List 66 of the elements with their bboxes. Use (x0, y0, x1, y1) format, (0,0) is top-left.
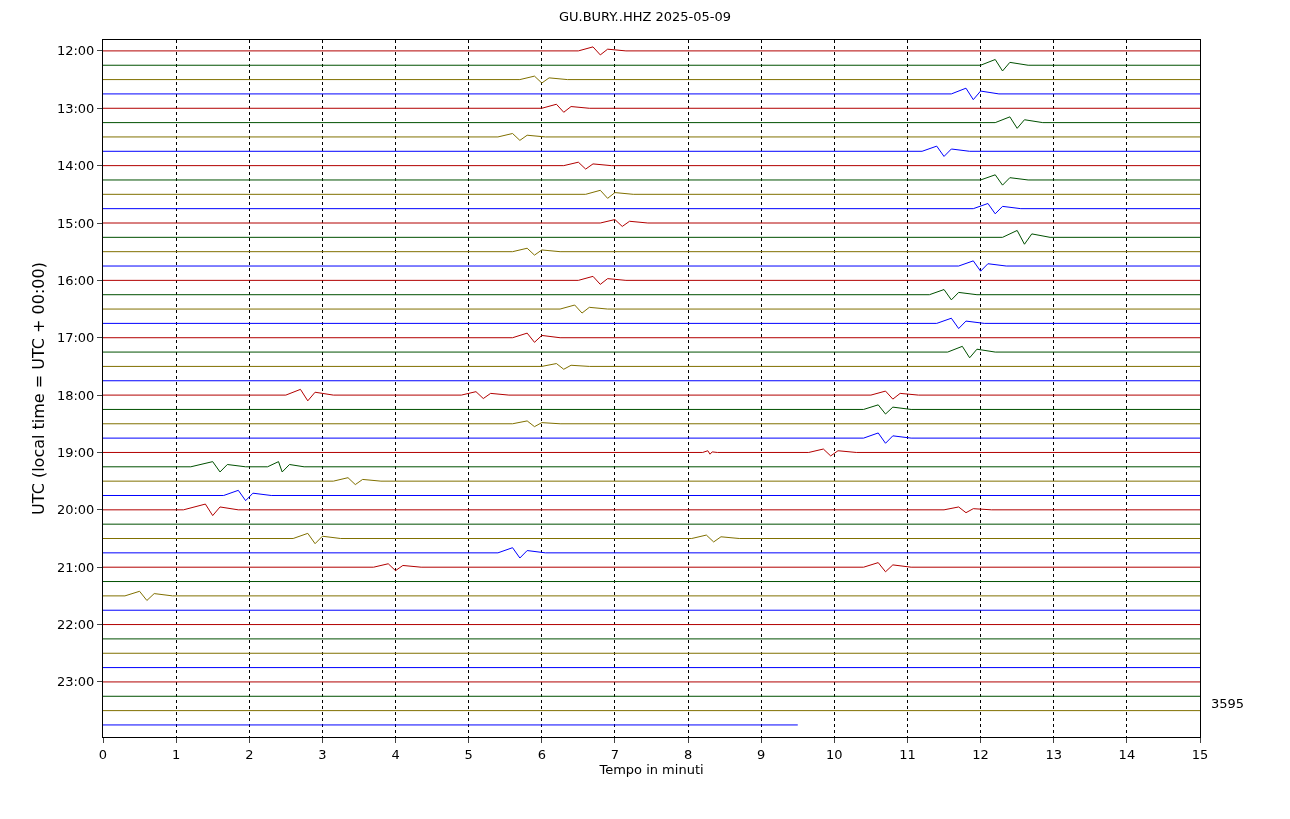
line-series (103, 202, 1200, 215)
line-series (103, 59, 1200, 72)
line-series (103, 503, 1200, 517)
y-tick-label: 14:00 (56, 158, 95, 174)
y-tick-label: 23:00 (56, 674, 95, 690)
x-tick-label: 14 (1118, 746, 1136, 762)
x-tick-label: 3 (318, 746, 327, 762)
line-series (103, 477, 1200, 486)
x-tick-label: 5 (464, 746, 473, 762)
line-series (103, 189, 1200, 199)
line-series (103, 247, 1200, 256)
x-tick-label: 7 (610, 746, 620, 762)
line-series (103, 590, 1200, 601)
line-series (103, 229, 1200, 245)
x-tick-label: 1 (171, 746, 181, 762)
line-series (103, 461, 1200, 473)
x-tick-label: 2 (245, 746, 254, 762)
line-series (103, 219, 1200, 227)
y-tick-label: 15:00 (56, 215, 95, 231)
line-series (103, 87, 1200, 101)
y-tick-label: 22:00 (56, 617, 95, 633)
line-series (103, 317, 1200, 330)
line-series (103, 532, 1200, 545)
x-tick-label: 12 (972, 746, 989, 762)
line-series (103, 275, 1200, 285)
line-series (103, 562, 1200, 573)
line-series (103, 260, 1200, 272)
text: 3595 (1211, 696, 1245, 711)
line-series (103, 161, 1200, 170)
x-tick-label: 15 (1191, 746, 1209, 762)
line-series (103, 174, 1200, 186)
line-series (103, 547, 1200, 559)
x-tick-label: 11 (899, 746, 916, 762)
line-series (103, 388, 1200, 402)
line-series (103, 448, 1200, 457)
y-tick-label: 20:00 (56, 502, 95, 518)
x-tick-label: 9 (757, 746, 766, 762)
line-series (103, 289, 1200, 301)
y-tick-label: 13:00 (56, 100, 95, 116)
y-tick-label: 19:00 (56, 445, 95, 461)
y-tick-label: 12:00 (56, 43, 95, 59)
line-series (103, 145, 1200, 157)
x-tick-label: 4 (391, 746, 400, 762)
line-series (103, 75, 1200, 84)
x-tick-label: 0 (98, 746, 108, 762)
line-series (103, 404, 1200, 415)
x-tick-label: 13 (1045, 746, 1062, 762)
x-tick-label: 6 (537, 746, 546, 762)
x-axis-title: Tempo in minuti (598, 762, 704, 778)
line-series (103, 332, 1200, 343)
y-tick-label: 16:00 (56, 272, 95, 288)
y-axis-title: UTC (local time = UTC + 00:00) (28, 262, 48, 515)
line-series (103, 46, 1200, 56)
y-tick-label: 17:00 (56, 330, 95, 346)
line-series (103, 489, 1200, 502)
y-tick-label: 18:00 (56, 387, 95, 403)
x-tick-label: 8 (683, 746, 693, 762)
line-series (103, 116, 1200, 129)
line-series (103, 103, 1200, 113)
line-series (103, 304, 1200, 314)
y-tick-label: 21:00 (56, 559, 95, 575)
x-tick-label: 10 (826, 746, 843, 762)
line-series (103, 133, 1200, 141)
line-series (103, 432, 1200, 444)
line-series (103, 345, 1200, 359)
chart-title: GU.BURY..HHZ 2025-05-09 (558, 9, 732, 25)
